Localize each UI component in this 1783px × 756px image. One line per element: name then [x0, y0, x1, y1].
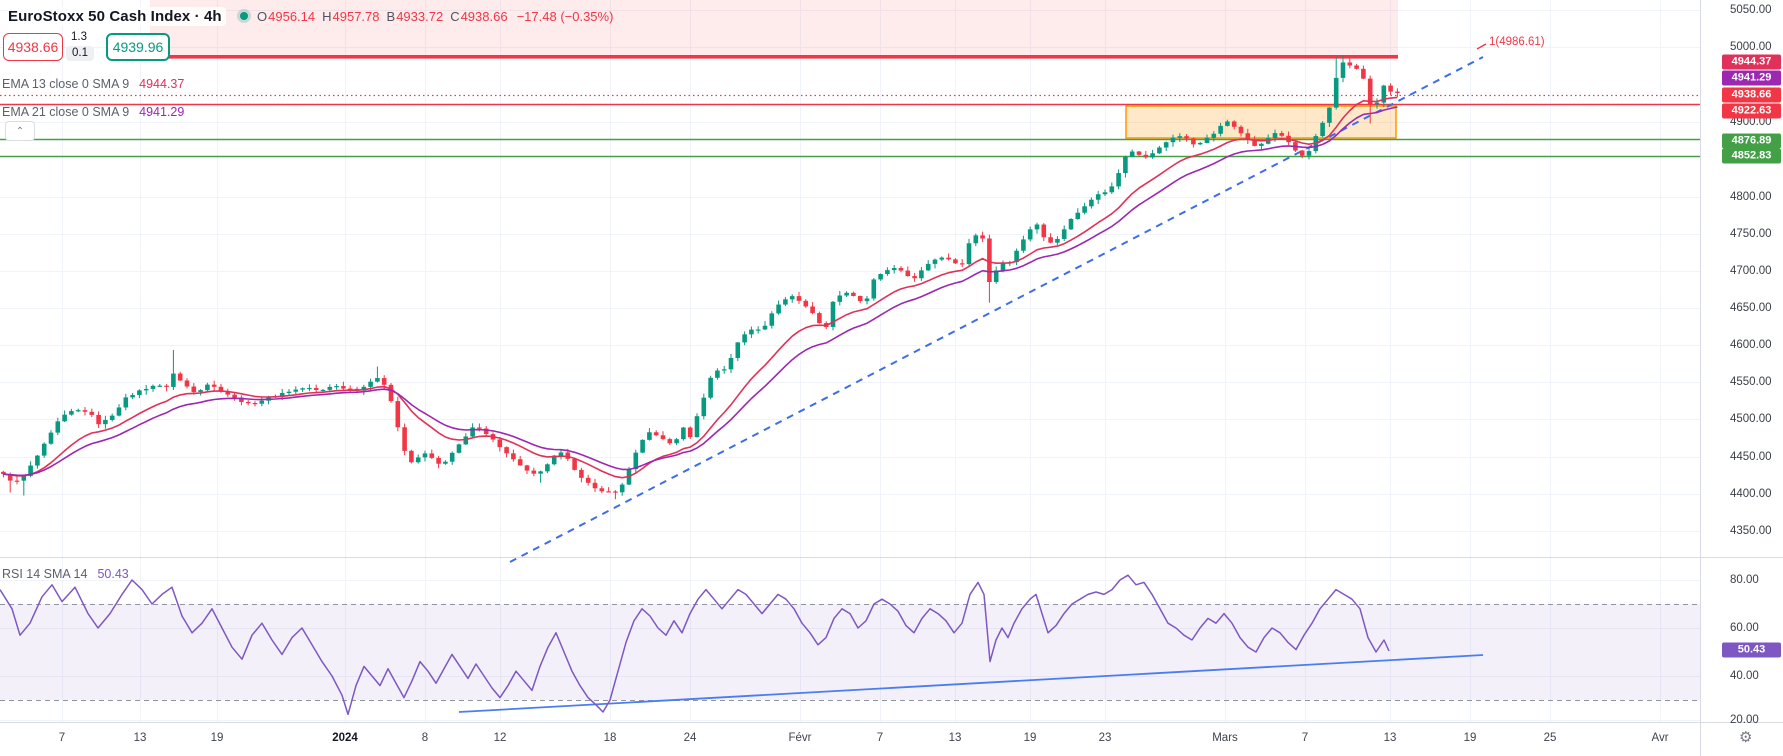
time-axis-label: Févr [788, 732, 812, 744]
price-tick-label: 4600.00 [1730, 339, 1772, 351]
time-axis-label: 25 [1543, 732, 1557, 744]
spread-value-bottom: 0.1 [66, 46, 94, 61]
time-axis-label: 19 [1023, 732, 1037, 744]
chevron-up-icon: ⌃ [15, 125, 25, 137]
time-axis-label: 18 [603, 732, 617, 744]
price-tick-label: 5050.00 [1730, 4, 1772, 16]
rsi-band [0, 604, 1700, 700]
ohlc-readout: O 4956.14 H 4957.78 B 4933.72 C 4938.66 −17.… [257, 7, 613, 25]
price-tick-label: 4550.00 [1730, 376, 1772, 388]
symbol-title[interactable]: EuroStoxx 50 Cash Index · 4h [8, 6, 226, 26]
time-axis-label: 7 [876, 732, 884, 744]
price-tick-label: 5000.00 [1730, 41, 1772, 53]
time-axis-label: 7 [1301, 732, 1309, 744]
price-tick-label: 4800.00 [1730, 191, 1772, 203]
time-axis-label: 13 [948, 732, 962, 744]
ema13-value: 4944.37 [139, 76, 185, 91]
price-tick-label: 4450.00 [1730, 451, 1772, 463]
low-value: 4933.72 [396, 8, 444, 24]
ema21-line[interactable] [3, 106, 1398, 477]
price-tag: 50.43 [1722, 642, 1781, 658]
time-axis-label: 23 [1098, 732, 1112, 744]
time-axis-label: 13 [133, 732, 147, 744]
label-leader [1476, 43, 1487, 50]
high-label: H [322, 8, 332, 24]
trendline-price-label[interactable]: 1(4986.61) [1489, 36, 1545, 48]
price-tick-label: 80.00 [1730, 574, 1759, 586]
time-axis-label: 24 [683, 732, 697, 744]
legend-rsi[interactable]: RSI 14 SMA 14 50.43 [2, 566, 129, 581]
legend-ema13[interactable]: EMA 13 close 0 SMA 9 4944.37 [2, 76, 184, 91]
time-axis-label: 7 [58, 732, 66, 744]
time-axis-label: 13 [1383, 732, 1397, 744]
time-axis-label: 19 [210, 732, 224, 744]
price-tag: 4876.89 [1722, 133, 1781, 149]
ema21-value: 4941.29 [139, 104, 185, 119]
buy-button[interactable]: 4939.96 [106, 33, 170, 61]
ema13-label: EMA 13 close 0 SMA 9 [2, 76, 130, 91]
price-tag: 4938.66 [1722, 87, 1781, 103]
close-value: 4938.66 [460, 8, 508, 24]
demand-zone[interactable] [1125, 105, 1397, 139]
price-tick-label: 4900.00 [1730, 116, 1772, 128]
price-tag: 4944.37 [1722, 54, 1781, 70]
legend-ema21[interactable]: EMA 21 close 0 SMA 9 4941.29 [2, 104, 184, 119]
price-tick-label: 4750.00 [1730, 228, 1772, 240]
rsi-value: 50.43 [97, 566, 129, 581]
candles [1, 56, 1400, 500]
price-tick-label: 4500.00 [1730, 413, 1772, 425]
symbol-header[interactable]: EuroStoxx 50 Cash Index · 4h [8, 6, 248, 26]
time-axis-label: 2024 [332, 732, 358, 744]
axis-settings-gear-icon[interactable]: ⚙ [1739, 729, 1753, 746]
price-tick-label: 4700.00 [1730, 265, 1772, 277]
time-axis-label: 8 [421, 732, 429, 744]
collapse-legend-button[interactable]: ⌃ [5, 121, 35, 141]
rsi-label: RSI 14 SMA 14 [2, 566, 88, 581]
price-tag: 4941.29 [1722, 70, 1781, 86]
price-tick-label: 60.00 [1730, 622, 1759, 634]
price-tick-label: 4350.00 [1730, 525, 1772, 537]
time-axis-label: 12 [493, 732, 507, 744]
change-value: −17.48 (−0.35%) [516, 8, 614, 24]
price-tick-label: 4400.00 [1730, 488, 1772, 500]
price-tick-label: 20.00 [1730, 714, 1759, 726]
price-tag: 4852.83 [1722, 148, 1781, 164]
time-axis-label: Avr [1651, 732, 1669, 744]
high-value: 4957.78 [332, 8, 380, 24]
resistance-zone[interactable] [150, 0, 1398, 59]
market-status-icon [239, 12, 248, 20]
price-tick-label: 4650.00 [1730, 302, 1772, 314]
sell-button[interactable]: 4938.66 [3, 33, 63, 61]
time-axis-label: Mars [1212, 732, 1238, 744]
low-label: B [386, 8, 396, 24]
rsi-trend-line[interactable] [458, 654, 1484, 713]
rsi-line[interactable] [0, 574, 1390, 716]
price-tag: 4922.63 [1722, 103, 1781, 119]
ema13-line[interactable] [3, 96, 1398, 479]
close-label: C [450, 8, 460, 24]
spread-value-top: 1.3 [71, 31, 87, 43]
price-levels[interactable] [0, 94, 1700, 158]
open-value: 4956.14 [268, 8, 316, 24]
ema21-label: EMA 21 close 0 SMA 9 [2, 104, 130, 119]
time-axis-label: 19 [1463, 732, 1477, 744]
price-tick-label: 40.00 [1730, 670, 1759, 682]
gridlines [0, 0, 1700, 722]
open-label: O [257, 8, 268, 24]
